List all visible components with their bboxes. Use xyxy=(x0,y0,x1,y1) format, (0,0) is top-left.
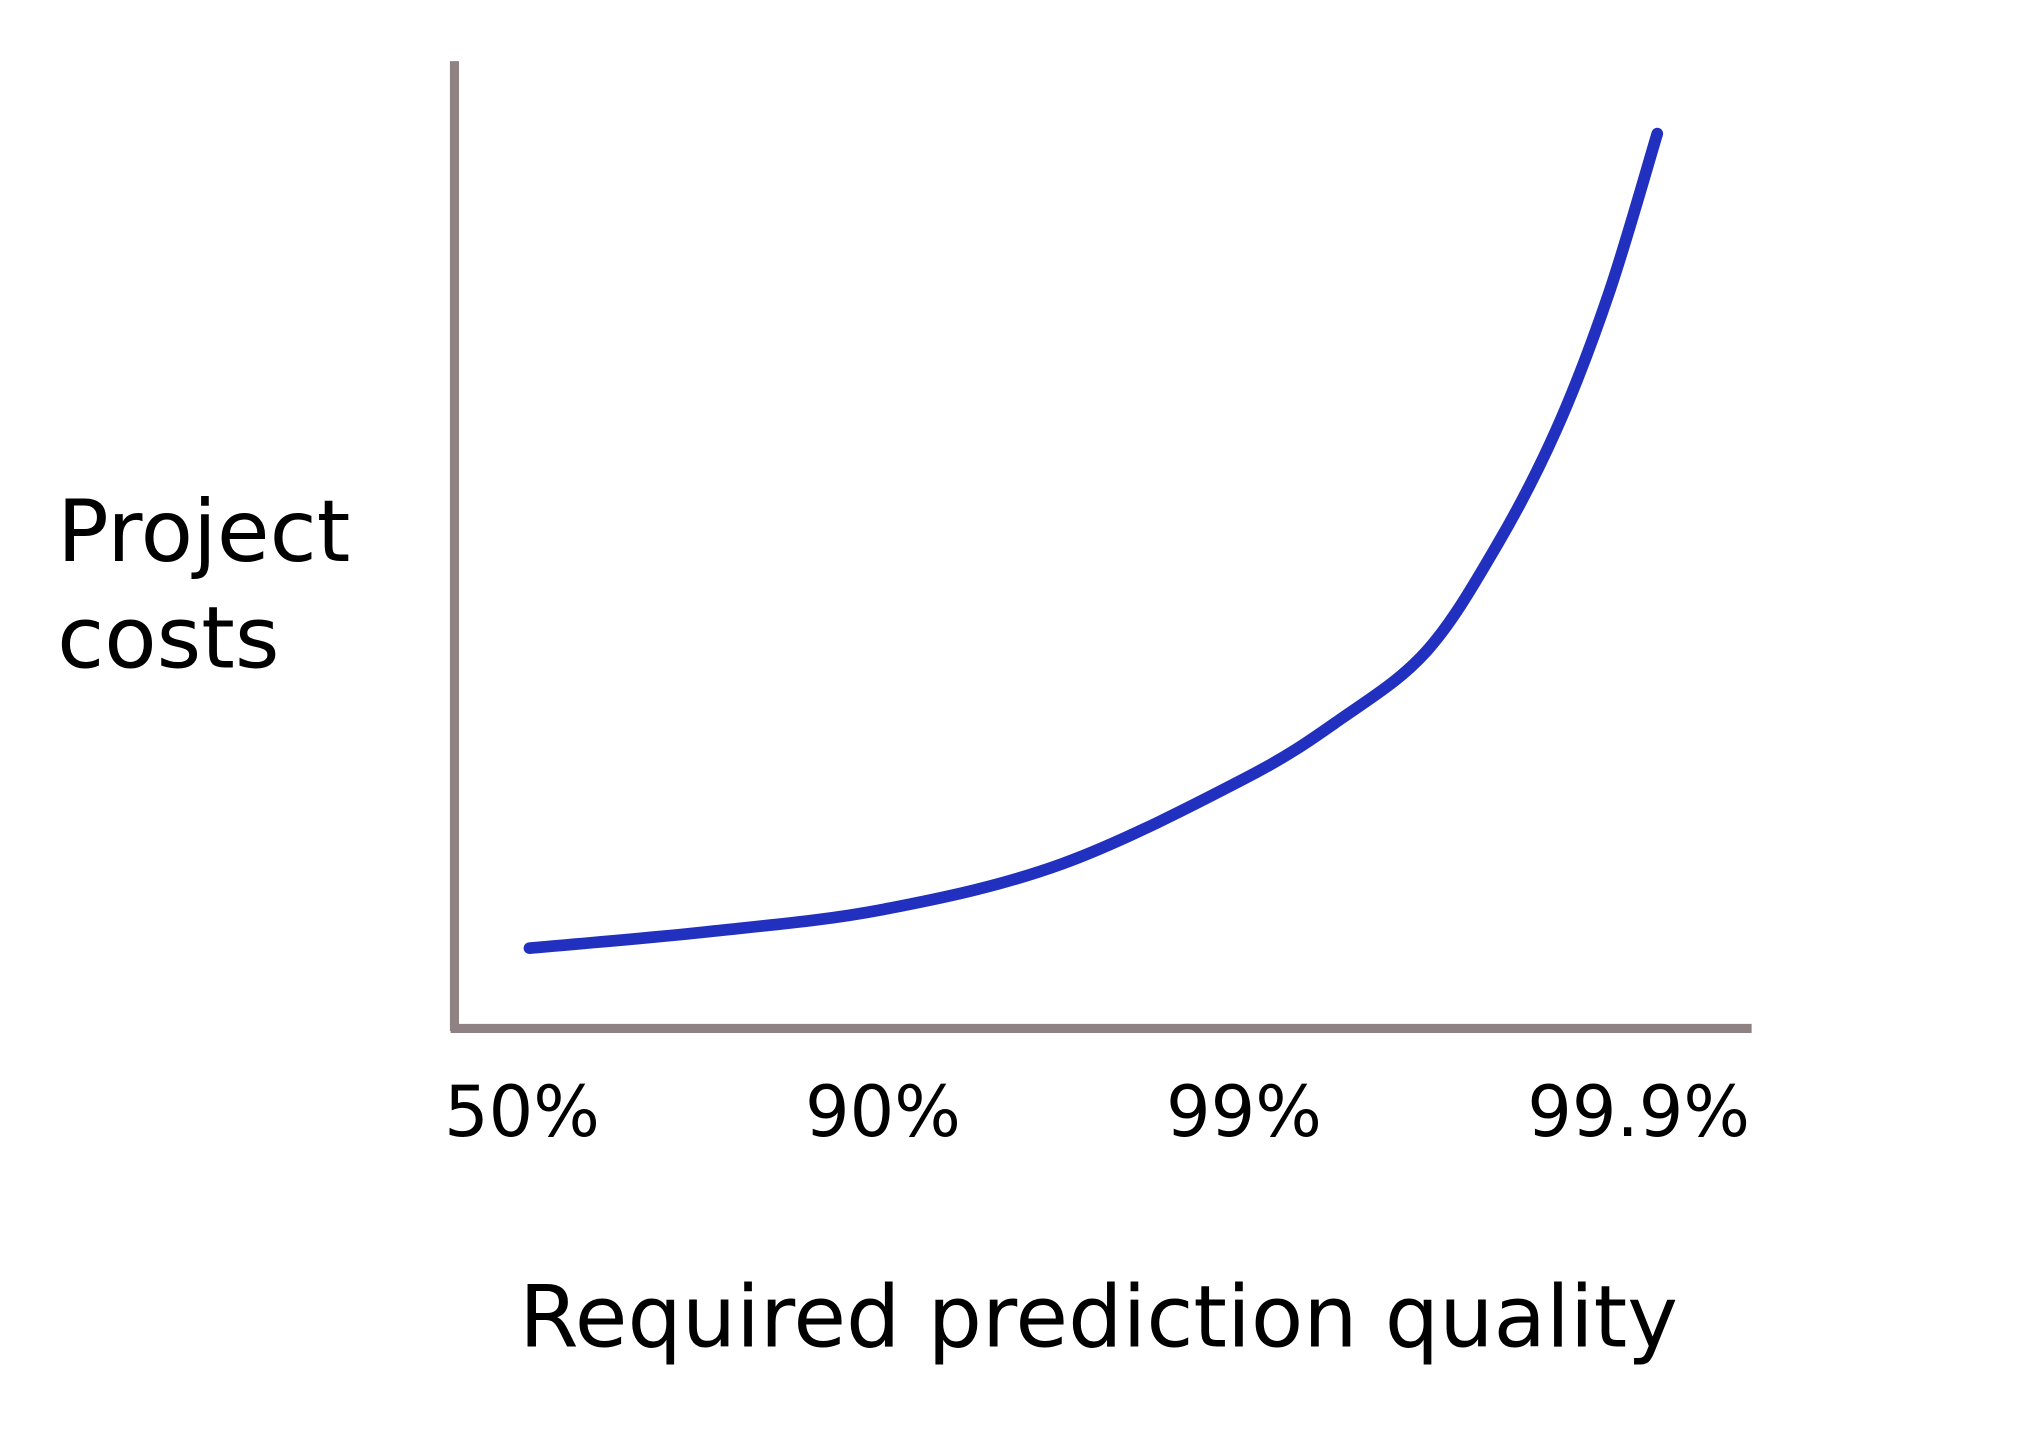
cost-curve-line xyxy=(523,127,1664,954)
x-tick-label: 99% xyxy=(1166,1071,1322,1153)
y-axis-label-line-2: costs xyxy=(57,588,279,688)
x-tick-label: 99.9% xyxy=(1527,1071,1750,1153)
x-axis-label: Required prediction quality xyxy=(519,1268,1678,1368)
x-tick-label: 50% xyxy=(444,1071,600,1153)
y-axis-label-line-1: Project xyxy=(57,482,350,582)
x-tick-label: 90% xyxy=(805,1071,961,1153)
